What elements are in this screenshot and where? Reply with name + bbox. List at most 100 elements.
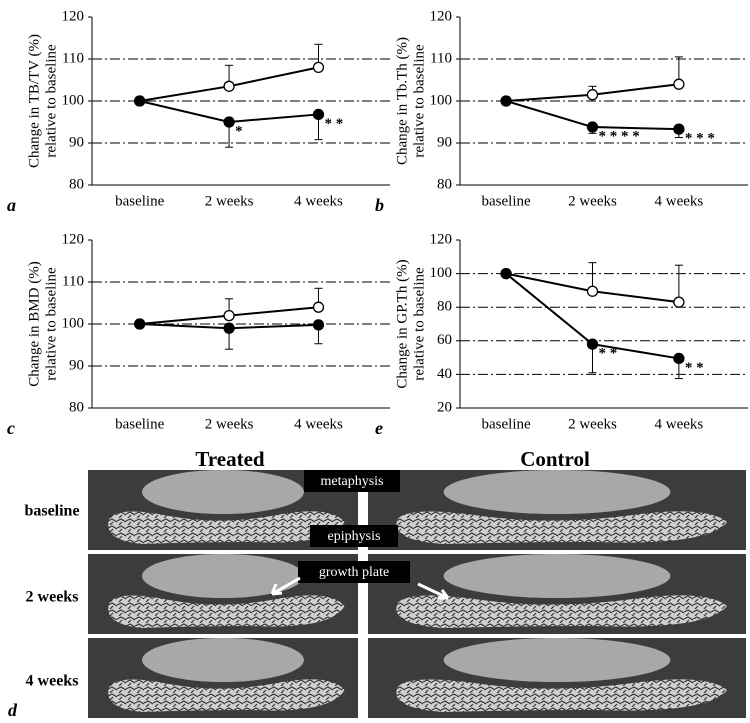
y-tick-label: 110 (62, 273, 84, 289)
column-header: Control (520, 447, 590, 471)
x-tick-label: 2 weeks (205, 416, 254, 432)
point (223, 322, 235, 334)
y-tick-label: 120 (62, 231, 85, 247)
y-tick-label: 120 (430, 8, 453, 24)
y-tick-label: 80 (69, 399, 84, 415)
panel-letter: c (7, 418, 15, 438)
point (500, 267, 512, 280)
x-tick-label: 2 weeks (205, 193, 254, 209)
y-axis-label: Change in Tb.Th (%) (394, 37, 410, 165)
image-panel: metaphysis epiphysis growth plate (88, 470, 746, 718)
x-tick-label: baseline (482, 416, 531, 432)
y-tick-label: 100 (430, 92, 453, 108)
point (134, 318, 146, 330)
point (673, 352, 685, 365)
metaphysis (443, 554, 671, 598)
y-tick-label: 20 (437, 399, 452, 415)
metaphysis (443, 470, 671, 514)
row-label: 2 weeks (26, 589, 79, 606)
y-tick-label: 80 (69, 176, 84, 192)
image-label: growth plate (319, 565, 389, 580)
y-tick-label: 80 (437, 299, 452, 315)
arrow (270, 576, 301, 596)
annotation: * * * (685, 131, 715, 147)
image-label: metaphysis (321, 474, 384, 489)
y-axis-label: relative to baseline (43, 267, 59, 381)
y-tick-label: 90 (69, 357, 84, 373)
image-label: epiphysis (328, 529, 381, 544)
y-tick-label: 110 (62, 50, 84, 66)
point (312, 301, 325, 313)
y-tick-label: 90 (437, 134, 452, 150)
point (312, 319, 325, 331)
point (312, 61, 325, 74)
annotation: * * (685, 360, 704, 376)
x-tick-label: baseline (115, 193, 164, 209)
epiphysis (396, 679, 728, 712)
y-tick-label: 90 (69, 134, 84, 150)
epiphysis (108, 511, 345, 544)
point (673, 123, 685, 135)
x-tick-label: 4 weeks (294, 416, 343, 432)
point (586, 338, 599, 350)
y-tick-label: 80 (437, 176, 452, 192)
annotation: * * (324, 116, 343, 132)
point (586, 89, 599, 101)
panel-letter: d (8, 700, 18, 720)
point (673, 296, 685, 308)
y-axis-label: relative to baseline (411, 44, 427, 158)
annotation: * (235, 123, 243, 139)
annotation: * * (598, 346, 617, 362)
point (673, 78, 685, 90)
y-tick-label: 40 (437, 366, 452, 382)
y-tick-label: 100 (430, 265, 453, 281)
label-box (298, 561, 410, 583)
point (500, 95, 512, 107)
y-axis-label: Change in TB/TV (%) (26, 34, 42, 168)
point (223, 309, 235, 322)
point (312, 108, 325, 121)
epiphysis (396, 511, 728, 544)
y-tick-label: 100 (62, 92, 85, 108)
y-tick-label: 60 (437, 332, 452, 348)
x-tick-label: 4 weeks (655, 193, 704, 209)
charts: 80 90 100 110 120 baseline 2 weeks 4 weeks Chang… (7, 8, 748, 438)
label-box (304, 470, 400, 492)
panel-letter: a (7, 195, 16, 215)
y-tick-label: 120 (62, 8, 85, 24)
x-tick-label: 4 weeks (294, 193, 343, 209)
x-tick-label: 2 weeks (568, 416, 617, 432)
row-label: 4 weeks (26, 673, 79, 690)
x-tick-label: baseline (115, 416, 164, 432)
panel-letter: e (375, 418, 383, 438)
x-tick-label: 2 weeks (568, 193, 617, 209)
y-tick-label: 100 (62, 315, 85, 331)
point (586, 285, 599, 297)
y-axis-label: Change in GP.Th (%) (394, 259, 410, 388)
point (586, 121, 599, 133)
y-axis-label: Change in BMD (%) (26, 261, 42, 386)
epiphysis (396, 595, 728, 628)
column-header: Treated (195, 447, 265, 471)
divider (359, 470, 367, 718)
metaphysis (142, 470, 304, 514)
point (223, 116, 235, 128)
x-tick-label: 4 weeks (655, 416, 704, 432)
x-tick-label: baseline (482, 193, 531, 209)
point (223, 80, 235, 92)
y-tick-label: 110 (430, 50, 452, 66)
epiphysis (108, 679, 345, 712)
metaphysis (142, 638, 304, 682)
metaphysis (142, 554, 304, 598)
arrow (417, 582, 450, 600)
y-axis-label: relative to baseline (43, 44, 59, 158)
row-label: baseline (24, 503, 79, 520)
y-axis-label: relative to baseline (411, 267, 427, 381)
panel-letter: b (375, 195, 384, 215)
annotation: * * * * (598, 128, 639, 144)
point (134, 95, 146, 107)
metaphysis (443, 638, 671, 682)
epiphysis (108, 595, 345, 628)
